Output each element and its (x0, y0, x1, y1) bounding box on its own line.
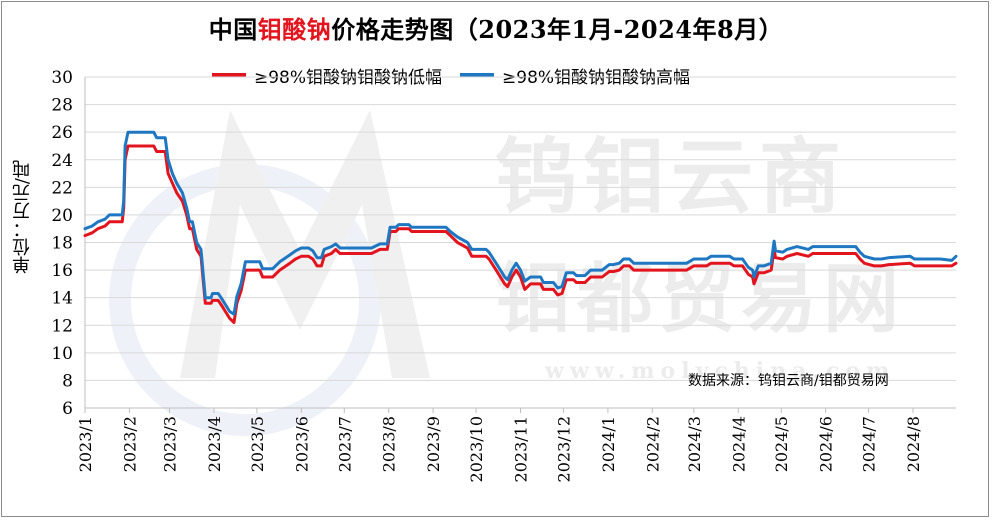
x-tick-label-2023/11: 2023/11 (512, 416, 531, 482)
x-tick-label-2023/9: 2023/9 (424, 416, 443, 472)
x-tick-label-2024/2: 2024/2 (643, 416, 662, 472)
y-tick-label-18: 18 (51, 234, 73, 254)
title-prefix: 中国 (208, 15, 258, 44)
x-tick-label-2023/2: 2023/2 (120, 416, 139, 472)
x-tick-label-2024/5: 2024/5 (772, 416, 791, 472)
y-tick-label-6: 6 (62, 399, 73, 419)
x-tick-label-2024/4: 2024/4 (729, 416, 748, 472)
watermark-text-1: 钨钼云商 (495, 129, 847, 225)
x-tick-label-2023/4: 2023/4 (205, 416, 224, 472)
x-tick-label-2023/5: 2023/5 (248, 416, 267, 472)
x-axis-ticks: 2023/1 2023/2 2023/3 2023/4 2023/5 2023/6 2023… (76, 408, 923, 482)
y-tick-label-20: 20 (51, 206, 73, 226)
legend-swatch-low (212, 73, 246, 77)
x-tick-label-2023/8: 2023/8 (380, 416, 399, 472)
x-tick-label-2023/7: 2023/7 (335, 416, 354, 472)
series-line-high (83, 130, 958, 316)
legend-swatch-high (460, 73, 495, 77)
watermark-logo (180, 110, 430, 378)
y-tick-label-26: 26 (51, 123, 73, 143)
x-tick-label-2024/8: 2024/8 (904, 416, 923, 472)
title-suffix: 价格走势图（2023年1月-2024年8月） (331, 15, 784, 44)
y-tick-label-12: 12 (51, 316, 73, 336)
y-tick-label-16: 16 (51, 261, 73, 281)
x-tick-label-2023/10: 2023/10 (467, 416, 486, 482)
series-lines (83, 130, 958, 324)
x-tick-label-2023/6: 2023/6 (292, 416, 311, 472)
y-tick-label-8: 8 (62, 371, 73, 391)
y-tick-label-10: 10 (51, 344, 73, 364)
series-line-low (83, 144, 958, 324)
source-note: 数据来源：钨钼云商/钼都贸易网 (688, 373, 889, 389)
watermark-text-3: www.molychina.com (544, 358, 895, 384)
x-tick-label-2024/3: 2024/3 (685, 416, 704, 472)
y-tick-label-28: 28 (51, 96, 73, 116)
x-tick-label-2023/1: 2023/1 (76, 416, 95, 472)
y-tick-label-14: 14 (51, 289, 73, 309)
y-tick-label-22: 22 (51, 178, 73, 198)
x-tick-label-2024/7: 2024/7 (860, 416, 879, 472)
watermark-text-2: 钼都贸易网 (495, 254, 905, 343)
x-tick-label-2024/6: 2024/6 (817, 416, 836, 472)
x-tick-label-2023/12: 2023/12 (554, 416, 573, 482)
y-axis-ticks: 6 8 10 12 14 16 18 20 22 24 26 28 30 (51, 68, 73, 419)
x-tick-label-2024/1: 2024/1 (599, 416, 618, 472)
x-tick-label-2023/3: 2023/3 (161, 416, 180, 472)
y-tick-label-24: 24 (51, 151, 73, 171)
y-tick-label-30: 30 (51, 68, 73, 88)
title-highlight: 钼酸钠 (257, 15, 332, 44)
chart-title: 中国钼酸钠价格走势图（2023年1月-2024年8月） (0, 10, 992, 45)
